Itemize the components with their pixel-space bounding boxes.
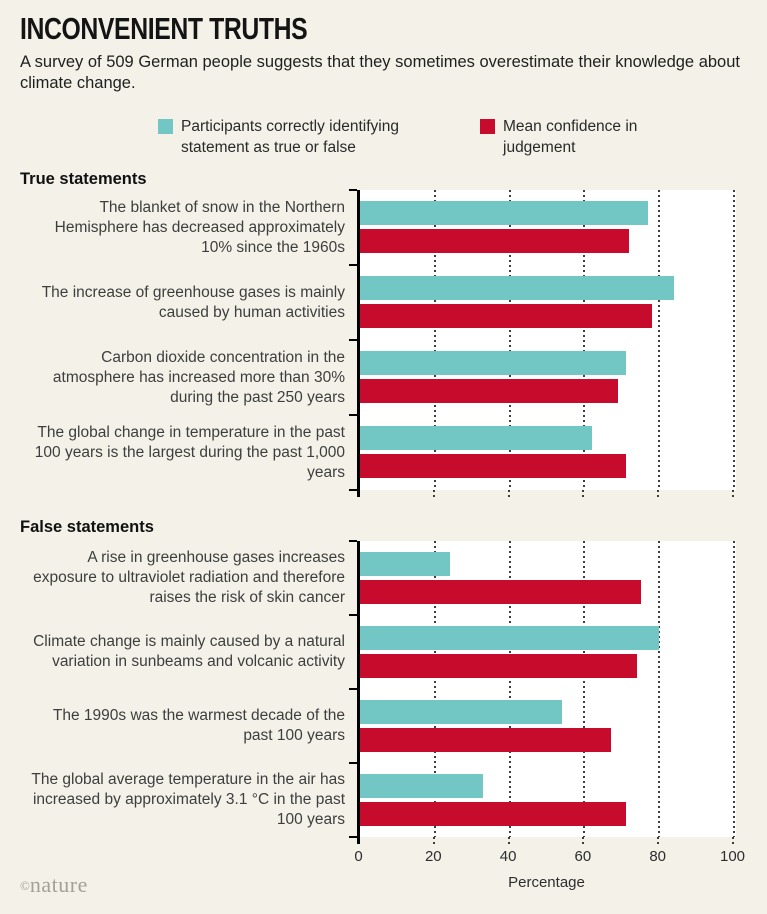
legend-item-confidence: Mean confidence in judgement xyxy=(480,116,653,158)
legend-label: Mean confidence in judgement xyxy=(503,118,638,156)
x-axis-tick xyxy=(432,490,435,497)
y-axis-tick xyxy=(349,489,357,491)
y-axis-tick xyxy=(349,688,357,690)
y-axis-tick xyxy=(349,189,357,191)
legend-swatch-red xyxy=(480,119,495,134)
y-axis-tick xyxy=(349,540,357,542)
page-title: INCONVENIENT TRUTHS xyxy=(20,0,747,46)
gridline xyxy=(508,541,511,837)
bar-confidence xyxy=(360,728,611,752)
bar-group xyxy=(360,265,736,340)
y-axis-tick xyxy=(349,762,357,764)
x-axis-tick xyxy=(732,490,734,497)
x-axis-tick xyxy=(582,490,585,497)
x-axis-title: Percentage xyxy=(508,874,585,891)
x-axis-tick xyxy=(732,837,734,844)
bar-correct xyxy=(360,774,484,798)
statement-labels-column: A rise in greenhouse gases increases exp… xyxy=(20,541,357,837)
x-axis-ticks-false xyxy=(357,837,736,845)
plot-area-false xyxy=(349,540,736,838)
bar-confidence xyxy=(360,229,630,253)
legend-swatch-teal xyxy=(158,119,173,134)
x-axis-tick xyxy=(357,490,360,497)
x-axis-tick xyxy=(657,490,660,497)
bar-group xyxy=(360,615,736,689)
y-axis-tick xyxy=(349,264,357,266)
chart-true: The blanket of snow in the Northern Hemi… xyxy=(20,189,747,491)
page-title-text: INCONVENIENT TRUTHS xyxy=(20,11,308,46)
legend-item-correct: Participants correctly identifying state… xyxy=(158,116,446,158)
statement-label: The increase of greenhouse gases is main… xyxy=(41,283,345,321)
y-axis-tick xyxy=(349,614,357,616)
plot-area-true xyxy=(349,189,736,491)
x-axis-tick xyxy=(657,837,660,844)
statement-label: A rise in greenhouse gases increases exp… xyxy=(33,549,345,606)
bar-confidence xyxy=(360,802,626,826)
gridline xyxy=(658,190,661,490)
x-axis-tick-label: 20 xyxy=(424,848,442,865)
section-false-statements: False statements A rise in greenhouse ga… xyxy=(20,518,747,845)
section-true-statements: True statements The blanket of snow in t… xyxy=(20,170,747,498)
bar-confidence xyxy=(360,304,652,328)
gridline xyxy=(658,541,661,837)
x-axis-tick-label: 0 xyxy=(354,848,363,865)
section-header-false: False statements xyxy=(20,518,154,536)
statement-label: The blanket of snow in the Northern Hemi… xyxy=(54,198,345,256)
gridline xyxy=(508,190,511,490)
legend-label: Participants correctly identifying state… xyxy=(181,118,399,156)
chart-subtitle: A survey of 509 German people suggests t… xyxy=(20,53,740,92)
x-axis-tick xyxy=(582,837,585,844)
bar-correct xyxy=(360,351,626,375)
copyright-symbol: © xyxy=(20,878,30,893)
bar-confidence xyxy=(360,454,626,478)
bar-group xyxy=(360,340,736,415)
gridline xyxy=(583,541,586,837)
x-axis-tick-label: 60 xyxy=(574,848,592,865)
gridline xyxy=(733,541,735,837)
x-axis-tick xyxy=(432,837,435,844)
x-axis-tick xyxy=(507,490,510,497)
x-axis-tick-label: 40 xyxy=(499,848,517,865)
x-axis-ticks-true xyxy=(357,490,736,498)
gridline xyxy=(583,190,586,490)
bar-confidence xyxy=(360,580,641,604)
x-axis-tick-label: 80 xyxy=(649,848,667,865)
y-axis-tick xyxy=(349,836,357,838)
bar-group xyxy=(360,763,736,837)
bar-group xyxy=(360,541,736,615)
bar-correct xyxy=(360,276,675,300)
chart-false: A rise in greenhouse gases increases exp… xyxy=(20,540,747,838)
bar-confidence xyxy=(360,654,637,678)
bar-group xyxy=(360,689,736,763)
y-axis-tick xyxy=(349,414,357,416)
bar-correct xyxy=(360,700,562,724)
statement-label: Carbon dioxide concentration in the atmo… xyxy=(52,348,345,406)
legend: Participants correctly identifying state… xyxy=(158,116,747,158)
statement-label: The 1990s was the warmest decade of the … xyxy=(52,707,345,744)
bar-correct xyxy=(360,626,660,650)
x-axis-tick xyxy=(357,837,360,844)
x-axis-labels: 0 20 40 60 80 100 xyxy=(354,848,745,865)
statement-label: Climate change is mainly caused by a nat… xyxy=(33,633,345,670)
x-axis-tick xyxy=(507,837,510,844)
nature-logo-text: nature xyxy=(29,872,88,897)
section-header-true: True statements xyxy=(20,170,147,188)
y-axis-tick xyxy=(349,339,357,341)
bar-correct xyxy=(360,201,648,225)
bar-correct xyxy=(360,552,450,576)
bar-group xyxy=(360,415,736,490)
bar-correct xyxy=(360,426,592,450)
statement-labels-column: The blanket of snow in the Northern Hemi… xyxy=(20,190,357,490)
gridline xyxy=(433,190,436,490)
nature-logo: ©nature xyxy=(20,872,88,898)
x-axis-tick-label: 100 xyxy=(719,848,746,865)
statement-label: The global average temperature in the ai… xyxy=(31,771,345,828)
statement-label: The global change in temperature in the … xyxy=(34,423,345,481)
gridline xyxy=(733,190,735,490)
bar-group xyxy=(360,190,736,265)
gridline xyxy=(433,541,436,837)
bar-confidence xyxy=(360,379,619,403)
